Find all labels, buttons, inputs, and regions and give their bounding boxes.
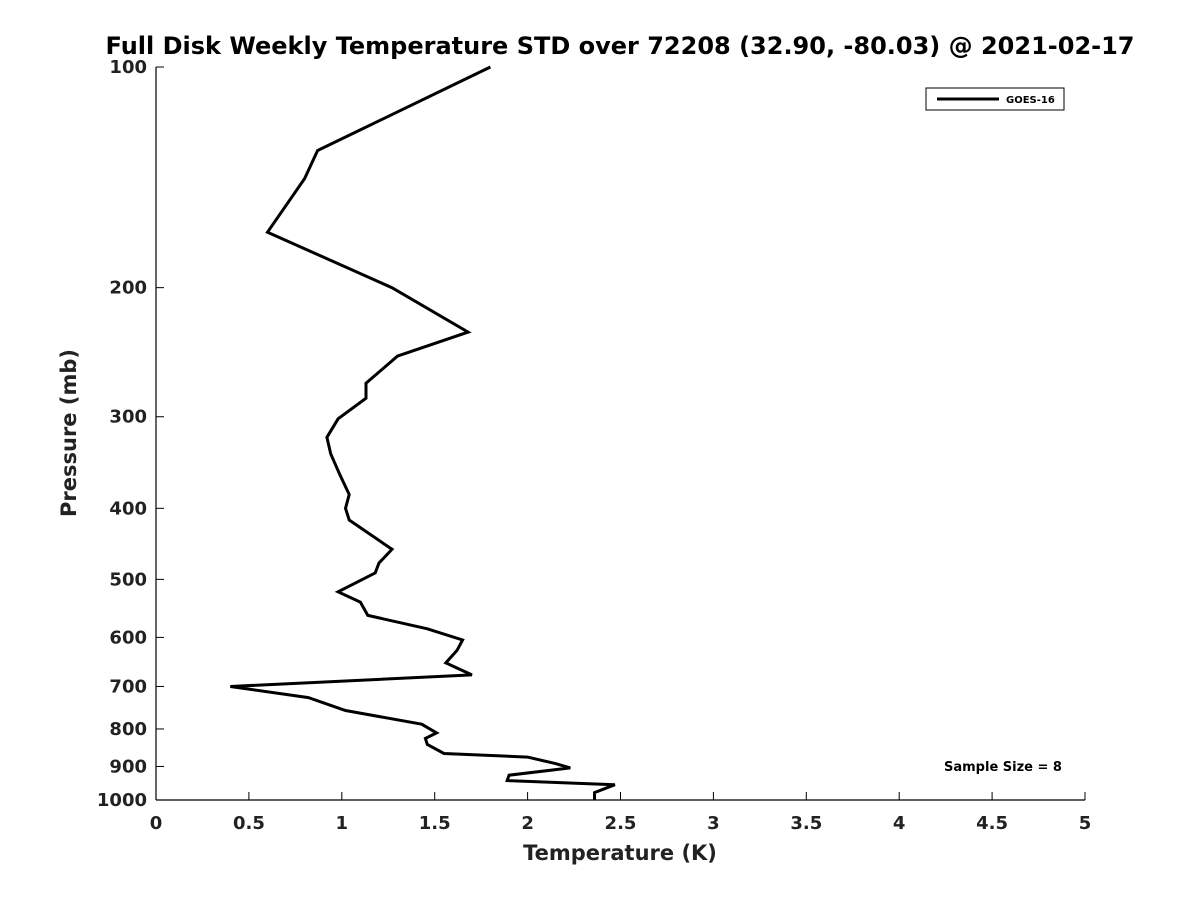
y-axis-ticks: 100 200 300 400 500 600 700 800 900 1000 — [97, 57, 164, 811]
x-tick-label: 5 — [1079, 813, 1092, 834]
y-tick-label: 800 — [109, 719, 147, 740]
x-tick-label: 2.5 — [605, 813, 637, 834]
y-tick-label: 700 — [109, 676, 147, 697]
x-tick-label: 3.5 — [790, 813, 822, 834]
chart-title: Full Disk Weekly Temperature STD over 72… — [106, 32, 1135, 60]
x-tick-label: 0 — [150, 813, 163, 834]
plot-area-frame — [156, 67, 1085, 800]
x-tick-label: 4 — [893, 813, 906, 834]
x-axis-ticks: 0 0.5 1 1.5 2 2.5 3 3.5 4 4.5 5 — [150, 792, 1092, 834]
sample-size-annotation: Sample Size = 8 — [944, 760, 1062, 775]
y-tick-label: 400 — [109, 498, 147, 519]
y-tick-label: 600 — [109, 627, 147, 648]
y-tick-label: 500 — [109, 569, 147, 590]
y-tick-label: 300 — [109, 407, 147, 428]
x-tick-label: 3 — [707, 813, 720, 834]
legend: GOES-16 — [925, 87, 1065, 111]
legend-label-goes-16: GOES-16 — [1006, 95, 1055, 106]
series-line-goes-16 — [230, 65, 616, 800]
x-tick-label: 2 — [521, 813, 534, 834]
x-tick-label: 4.5 — [976, 813, 1008, 834]
y-tick-label: 100 — [109, 57, 147, 78]
x-axis-label: Temperature (K) — [523, 841, 717, 865]
y-tick-label: 1000 — [97, 790, 147, 811]
series-layer — [230, 65, 616, 800]
y-tick-label: 900 — [109, 756, 147, 777]
x-tick-label: 1.5 — [419, 813, 451, 834]
x-tick-label: 1 — [336, 813, 349, 834]
x-tick-label: 0.5 — [233, 813, 265, 834]
y-axis-label: Pressure (mb) — [57, 349, 81, 517]
y-tick-label: 200 — [109, 278, 147, 299]
